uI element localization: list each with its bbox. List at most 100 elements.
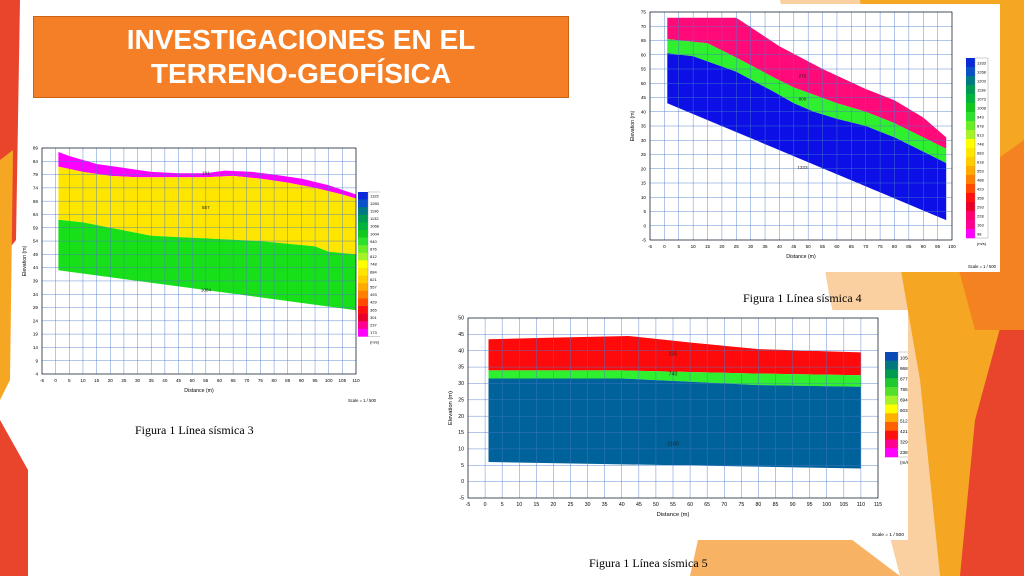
sismica5-xtick-label: 20 <box>551 502 557 508</box>
sismica5-xtick-label: 60 <box>687 502 693 508</box>
sismica4-xtick-label: 85 <box>906 244 912 249</box>
sismica3-legend-unit: (m/s) <box>370 339 380 344</box>
sismica3-xtick-label: 80 <box>272 378 278 383</box>
sismica3-legend-value: 621 <box>370 277 377 282</box>
sismica4-xtick-label: 65 <box>849 244 855 249</box>
sismica4-xtick-label: 10 <box>691 244 697 249</box>
sismica5-legend-unit: (m/s) <box>900 460 908 465</box>
sismica4-ylabel: Elevation (m) <box>630 110 636 141</box>
sismica4-xtick-label: 25 <box>734 244 740 249</box>
sismica5-ytick-label: -5 <box>459 496 464 502</box>
sismica3-layer-label: 191 <box>202 171 210 176</box>
sismica5-ytick-label: 30 <box>458 381 464 387</box>
sismica4-legend-swatch <box>966 58 975 68</box>
sismica5-legend-swatch <box>885 395 898 405</box>
sismica5-xtick-label: -5 <box>466 502 471 508</box>
sismica5-xtick-label: 110 <box>857 502 865 508</box>
sismica4-ytick-label: 50 <box>641 81 647 86</box>
sismica5-ytick-label: 10 <box>458 447 464 453</box>
sismica5-legend-value: 968 <box>900 366 908 371</box>
sismica5-legend-value: 877 <box>900 376 908 381</box>
sismica4-xtick-label: -5 <box>648 244 653 249</box>
sismica3-ytick-label: 64 <box>33 212 39 217</box>
sismica5-xtick-label: 105 <box>840 502 849 508</box>
sismica4-ytick-label: 65 <box>641 38 647 43</box>
sismica5-layer-teal <box>488 378 861 469</box>
sismica4-ytick-label: 40 <box>641 109 647 114</box>
sismica5-legend-swatch <box>885 413 898 423</box>
sismica4-ytick-label: 60 <box>641 52 647 57</box>
sismica3-xtick-label: -5 <box>40 378 45 383</box>
sismica3-legend-value: 173 <box>370 330 377 335</box>
sismica3-ytick-label: 24 <box>33 318 39 323</box>
sismica5-svg: -5 0 5 10 15 20 25 30 35 40 45 50 55 60 65 70 75 80 85 90 95… <box>448 316 908 538</box>
sismica3-legend-value: 1260 <box>370 201 380 206</box>
sismica5-xtick-label: 30 <box>585 502 591 508</box>
sismica5-legend-value-box <box>897 351 908 458</box>
sismica3-xtick-label: 55 <box>203 378 209 383</box>
sismica3-ytick-label: 39 <box>33 279 39 284</box>
seismic-line-5-chart: -5 0 5 10 15 20 25 30 35 40 45 50 55 60 65 70 75 80 85 90 95… <box>438 310 908 540</box>
sismica3-xtick-label: 60 <box>217 378 223 383</box>
sismica3-xtick-label: 85 <box>285 378 291 383</box>
sismica3-xtick-label: 90 <box>299 378 305 383</box>
sismica3-xtick-label: 25 <box>121 378 127 383</box>
sismica3-ytick-label: 89 <box>33 146 39 151</box>
sismica3-ytick-label: 9 <box>35 358 38 363</box>
sismica3-legend-value: 684 <box>370 269 377 274</box>
sismica4-xtick-label: 0 <box>663 244 666 249</box>
sismica4-ytick-label: 55 <box>641 67 647 72</box>
sismica3-xtick-label: 0 <box>54 378 57 383</box>
sismica3-ytick-label: 69 <box>33 199 39 204</box>
sismica4-legend-value: 878 <box>977 123 984 128</box>
sismica3-legend-value: 1068 <box>370 224 380 229</box>
sismica3-xtick-label: 30 <box>135 378 141 383</box>
sismica3-legend-value: 812 <box>370 254 377 259</box>
sismica3-ytick-label: 54 <box>33 239 39 244</box>
sismica4-ytick-label: -5 <box>642 238 647 243</box>
sismica5-legend-swatch <box>885 448 898 458</box>
sismica4-svg: -5 0 5 10 15 20 25 30 35 40 45 50 55 60 65 70 75 80 85 90 95… <box>630 10 997 269</box>
sismica5-xtick-label: 80 <box>756 502 762 508</box>
sismica3-scale-label: Scale = 1 / 500 <box>348 398 377 403</box>
sismica3-ytick-label: 14 <box>33 345 39 350</box>
sismica3-ylabel: Elevation (m) <box>22 245 28 276</box>
sismica4-xtick-label: 90 <box>921 244 927 249</box>
sismica3-ytick-label: 44 <box>33 265 39 270</box>
caption-seismic-line-4: Figura 1 Línea sísmica 4 <box>743 291 862 305</box>
sismica5-xtick-label: 100 <box>822 502 831 508</box>
sismica4-xtick-label: 40 <box>777 244 783 249</box>
sismica4-legend-value: 488 <box>977 177 984 182</box>
sismica4-legend-swatch <box>966 76 975 86</box>
sismica3-legend-swatch <box>358 214 368 223</box>
sismica5-xtick-label: 5 <box>501 502 504 508</box>
sismica3-xtick-label: 45 <box>176 378 182 383</box>
sismica4-xtick-label: 70 <box>863 244 869 249</box>
sismica3-xtick-label: 95 <box>312 378 318 383</box>
sismica3-legend-swatch <box>358 268 368 276</box>
sismica3-xtick-label: 70 <box>244 378 250 383</box>
sismica3-legend-swatch <box>358 328 368 337</box>
sismica5-ytick-label: 15 <box>458 430 464 436</box>
sismica4-legend-value: 98 <box>977 231 982 236</box>
sismica5-legend-swatch <box>885 360 898 370</box>
sismica4-xtick-label: 75 <box>878 244 884 249</box>
sismica4-legend-value: 1138 <box>977 87 986 92</box>
sismica5-ytick-label: 20 <box>458 414 464 420</box>
sismica5-legend-swatch <box>885 430 898 440</box>
sismica5-legend-value: 329 <box>900 439 908 444</box>
sismica5-xtick-label: 0 <box>484 502 487 508</box>
sismica4-xtick-label: 100 <box>948 244 956 249</box>
sismica5-scale-label: Scale = 1 / 500 <box>872 532 904 538</box>
sismica4-xtick-label: 95 <box>935 244 941 249</box>
caption-seismic-line-3: Figura 1 Línea sísmica 3 <box>135 423 254 437</box>
sismica4-xtick-label: 60 <box>834 244 840 249</box>
sismica5-legend-value: 694 <box>900 397 908 402</box>
sismica5-layer-label: 1100 <box>667 442 678 448</box>
sismica3-xtick-label: 65 <box>231 378 237 383</box>
sismica3-legend-swatch <box>358 192 368 200</box>
sismica5-legend-swatch <box>885 387 898 397</box>
sismica5-xtick-label: 50 <box>653 502 659 508</box>
sismica3-xtick-label: 35 <box>149 378 155 383</box>
sismica4-legend-swatch <box>966 193 975 203</box>
